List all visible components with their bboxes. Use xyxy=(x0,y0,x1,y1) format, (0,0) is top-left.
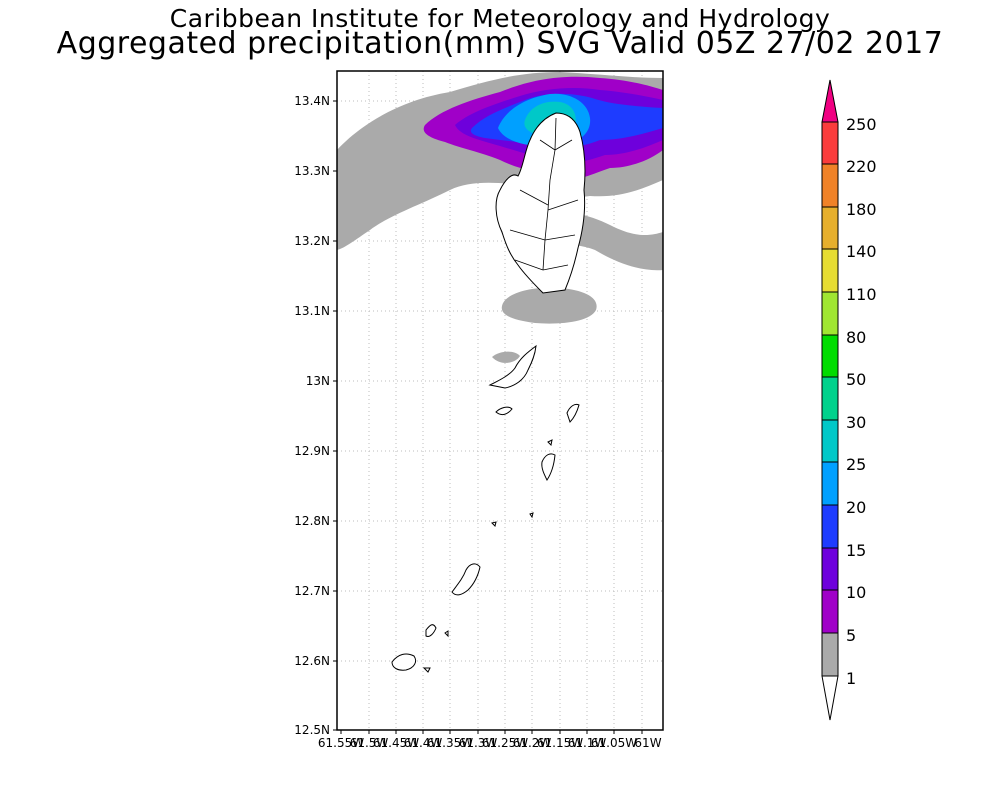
lon-labels: 61.55W 61.5W 61.45W 61.4W 61.35W 61.3W 6… xyxy=(318,736,662,750)
lon-label: 61.1W xyxy=(568,736,607,750)
colorbar-label: 250 xyxy=(846,115,877,134)
precip-grey-islet xyxy=(492,351,520,363)
colorbar-label: 5 xyxy=(846,626,856,645)
colorbar-swatch-50 xyxy=(821,376,839,421)
island-canouan xyxy=(541,453,556,481)
lat-label: 13.3N xyxy=(294,164,330,178)
lon-label: 61.25W xyxy=(482,736,528,750)
colorbar-label: 25 xyxy=(846,455,866,474)
colorbar-swatch-5 xyxy=(821,632,839,677)
colorbar-label: 15 xyxy=(846,541,866,560)
island-small-5 xyxy=(444,630,449,638)
lat-label: 12.8N xyxy=(294,514,330,528)
island-rivers xyxy=(509,117,579,271)
precip-grey-south xyxy=(501,287,597,324)
colorbar-labels: 250 220 180 140 110 80 50 30 25 20 15 10… xyxy=(846,115,877,688)
colorbar-swatch-25 xyxy=(821,461,839,506)
lat-label: 13N xyxy=(306,374,330,388)
island-st-vincent xyxy=(495,112,586,294)
island-small-1 xyxy=(495,406,513,416)
lat-ticks xyxy=(333,100,337,731)
colorbar-bottom-arrow xyxy=(821,675,839,721)
colorbar xyxy=(821,79,839,721)
colorbar-label: 140 xyxy=(846,242,877,261)
island-carriacou xyxy=(425,624,437,637)
island-small-6 xyxy=(422,667,431,673)
colorbar-label: 20 xyxy=(846,498,866,517)
island-small-3 xyxy=(491,521,497,527)
island-mustique xyxy=(566,403,580,423)
lat-label: 13.4N xyxy=(294,94,330,108)
chart-org-title: Caribbean Institute for Meteorology and … xyxy=(169,4,831,33)
colorbar-swatch-180 xyxy=(821,206,839,250)
colorbar-swatch-20 xyxy=(821,504,839,549)
coastlines xyxy=(391,112,586,673)
colorbar-label: 220 xyxy=(846,157,877,176)
lon-label: 61.5W xyxy=(350,736,389,750)
lon-label: 61W xyxy=(634,736,661,750)
colorbar-swatch-80 xyxy=(821,334,839,378)
lat-label: 12.9N xyxy=(294,444,330,458)
lat-labels: 13.4N 13.3N 13.2N 13.1N 13N 12.9N 12.8N … xyxy=(294,94,330,737)
lon-ticks xyxy=(340,730,643,734)
island-grenada-north xyxy=(391,653,417,671)
colorbar-label: 80 xyxy=(846,328,866,347)
lon-label: 61.2W xyxy=(513,736,552,750)
lon-label: 61.15W xyxy=(537,736,583,750)
lon-label: 61.45W xyxy=(373,736,419,750)
island-bequia xyxy=(488,344,537,389)
colorbar-swatch-220 xyxy=(821,163,839,208)
lat-label: 12.5N xyxy=(294,723,330,737)
lat-label: 13.2N xyxy=(294,234,330,248)
colorbar-label: 10 xyxy=(846,583,866,602)
lon-label: 61.35W xyxy=(427,736,473,750)
colorbar-label: 30 xyxy=(846,413,866,432)
lon-label: 61.3W xyxy=(459,736,498,750)
colorbar-label: 180 xyxy=(846,200,877,219)
colorbar-swatch-30 xyxy=(821,419,839,463)
colorbar-swatch-140 xyxy=(821,248,839,293)
colorbar-label: 1 xyxy=(846,669,856,688)
colorbar-swatch-10 xyxy=(821,589,839,634)
colorbar-swatch-250 xyxy=(821,121,839,165)
lon-label: 61.4W xyxy=(404,736,443,750)
island-union xyxy=(451,563,481,596)
colorbar-label: 50 xyxy=(846,370,866,389)
island-small-2 xyxy=(547,439,553,447)
chart-title: Aggregated precipitation(mm) SVG Valid 0… xyxy=(56,26,944,61)
colorbar-top-arrow xyxy=(821,79,839,123)
lon-label: 61.05W xyxy=(591,736,637,750)
lon-label: 61.55W xyxy=(318,736,364,750)
colorbar-swatch-15 xyxy=(821,547,839,591)
colorbar-swatch-110 xyxy=(821,291,839,336)
lat-label: 12.6N xyxy=(294,654,330,668)
lat-label: 12.7N xyxy=(294,584,330,598)
colorbar-label: 110 xyxy=(846,285,877,304)
island-small-4 xyxy=(529,512,534,519)
lat-label: 13.1N xyxy=(294,304,330,318)
map-frame xyxy=(336,70,664,731)
